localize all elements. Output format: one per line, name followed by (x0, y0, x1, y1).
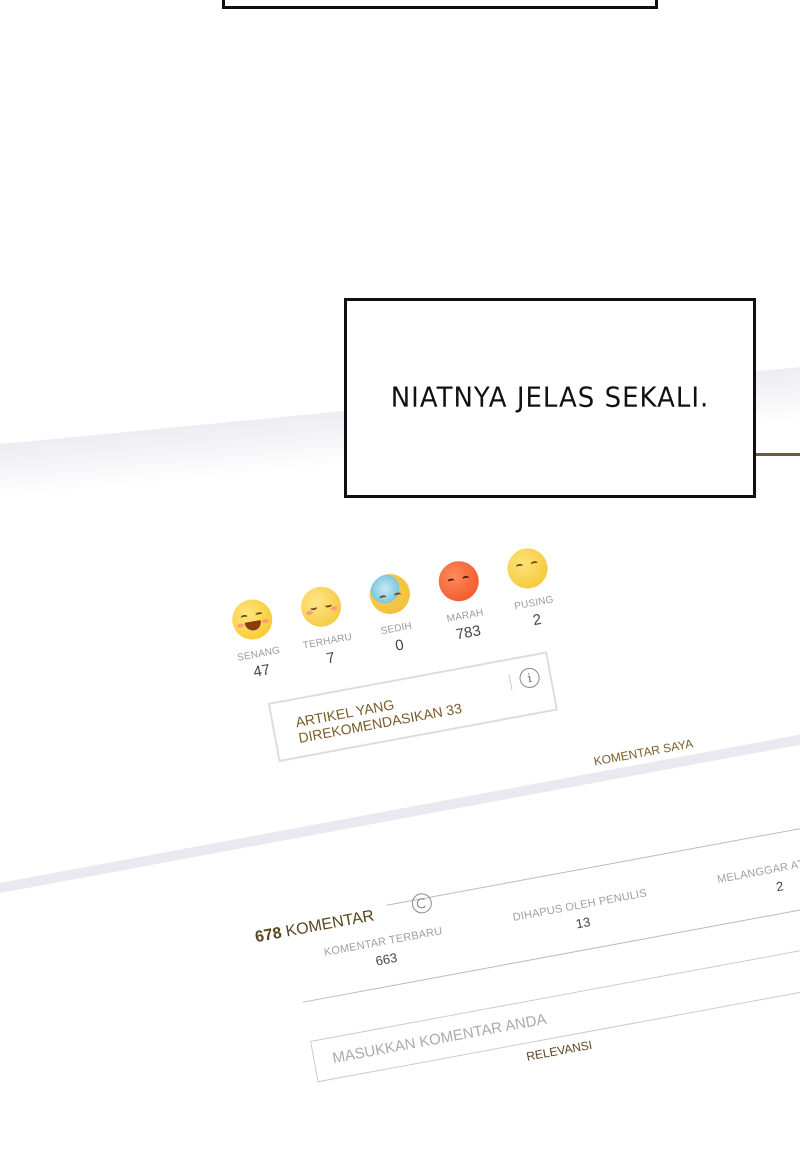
comment-count: 678 (253, 924, 284, 947)
reaction-sedih[interactable]: SEDIH 0 (357, 569, 431, 660)
touched-emoji-icon (297, 583, 345, 631)
reaction-terharu[interactable]: TERHARU 7 (288, 582, 362, 673)
tilted-comment-screen: SENANG 47 TERHARU 7 SEDIH 0 MARAH 783 PU… (0, 0, 800, 1053)
caption-text: NIATNYA JELAS SEKALI. (390, 382, 710, 414)
reaction-pusing[interactable]: PUSING 2 (494, 543, 568, 634)
refresh-icon[interactable] (410, 891, 434, 916)
comment-input-placeholder: MASUKKAN KOMENTAR ANDA (331, 1010, 548, 1068)
reaction-marah[interactable]: MARAH 783 (426, 556, 500, 647)
dizzy-emoji-icon (504, 545, 551, 592)
recommend-separator (508, 674, 513, 691)
stat-deleted-by-author[interactable]: DIHAPUS OLEH PENULIS 13 (500, 885, 663, 945)
info-icon[interactable]: i (517, 666, 542, 690)
happy-emoji-icon (228, 596, 276, 643)
recommended-articles-label: ARTIKEL YANG DIREKOMENDASIKAN 33 (294, 696, 464, 746)
reaction-senang[interactable]: SENANG 47 (219, 594, 293, 685)
caption-box: NIATNYA JELAS SEKALI. (344, 298, 756, 498)
comment-count-label: KOMENTAR (284, 907, 376, 941)
top-panel-frame (222, 0, 658, 9)
stat-rule-violations[interactable]: MELANGGAR ATURAN 2 (697, 849, 800, 909)
sad-emoji-icon (366, 570, 414, 618)
angry-emoji-icon (435, 557, 483, 605)
